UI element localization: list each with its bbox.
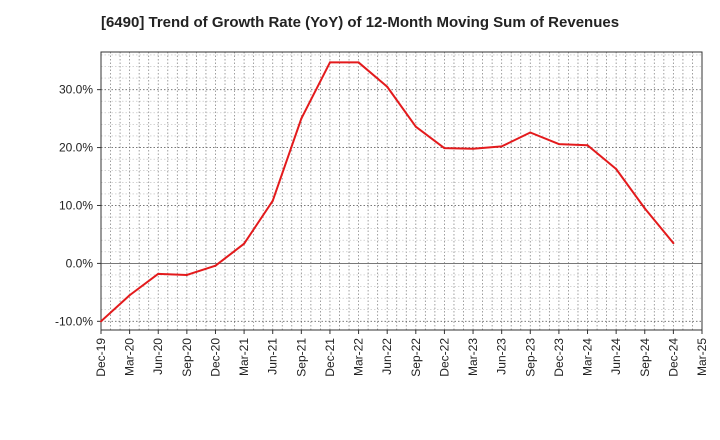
y-tick-label: -10.0% [55,314,93,328]
x-tick-label: Sep-24 [638,338,652,377]
data-point [529,131,532,134]
x-tick-label: Dec-19 [94,338,108,377]
x-tick-label: Mar-20 [123,338,137,376]
data-point [157,272,160,275]
data-point [243,242,246,245]
x-tick-label: Mar-25 [695,338,709,376]
x-tick-label: Dec-24 [666,338,680,377]
x-tick-label: Dec-23 [552,338,566,377]
x-tick-label: Mar-21 [237,338,251,376]
x-tick-label: Mar-24 [581,338,595,376]
x-tick-label: Jun-24 [609,338,623,375]
x-tick-label: Sep-23 [523,338,537,377]
chart-title: [6490] Trend of Growth Rate (YoY) of 12-… [100,14,620,31]
data-point [100,320,102,323]
x-tick-label: Dec-21 [323,338,337,377]
data-point [557,143,560,146]
data-point [586,144,589,147]
x-tick-label: Mar-23 [466,338,480,376]
data-point [300,117,303,120]
x-tick-label: Sep-21 [294,338,308,377]
x-tick-label: Jun-21 [266,338,280,375]
data-point [500,145,503,148]
data-point [615,167,618,170]
x-tick-label: Jun-20 [151,338,165,375]
x-tick-label: Jun-23 [495,338,509,375]
x-tick-label: Jun-22 [380,338,394,375]
data-point [214,264,217,267]
data-point [672,242,675,245]
x-tick-label: Dec-20 [208,338,222,377]
x-tick-label: Sep-22 [409,338,423,377]
data-point [357,61,360,64]
x-tick-label: Dec-22 [437,338,451,377]
x-tick-label: Mar-22 [352,338,366,376]
plot-area [101,52,702,330]
data-point [185,273,188,276]
x-tick-label: Sep-20 [180,338,194,377]
data-point [414,125,417,128]
data-point [328,61,331,64]
y-tick-label: 30.0% [59,83,93,97]
data-point [443,147,446,150]
plot-border [100,51,703,331]
data-point [128,294,131,297]
y-tick-label: 10.0% [59,198,93,212]
data-point [271,199,274,202]
data-point [643,207,646,210]
data-point [386,85,389,88]
data-point [472,147,475,150]
y-tick-label: 0.0% [66,256,94,270]
y-tick-label: 20.0% [59,141,93,155]
